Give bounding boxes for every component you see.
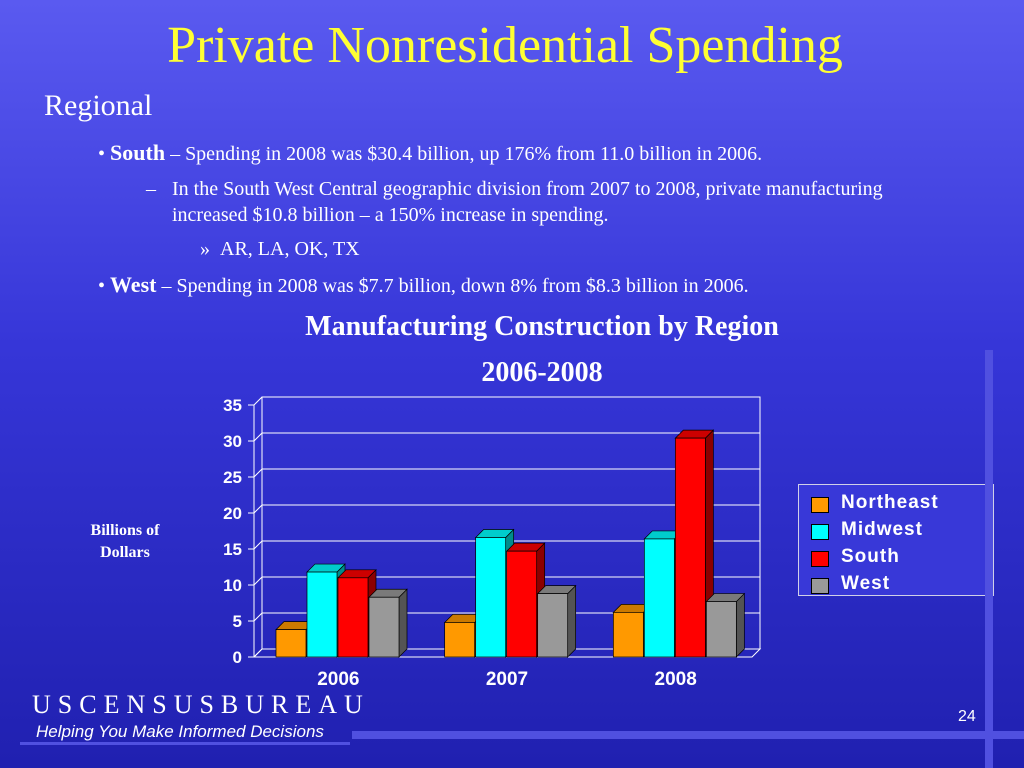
legend-swatch-west [811,578,829,594]
bullet-dot: • [98,143,111,165]
bar-west-2006-side [398,588,408,658]
legend-swatch-midwest [811,524,829,540]
x-tick-label: 2008 [655,669,697,690]
y-tick-label: 15 [223,540,242,559]
gridline-side [253,396,263,406]
bar-northeast-2007 [444,622,476,658]
bar-west-2006 [368,596,400,658]
section-label: Regional [44,89,153,122]
page-number: 24 [958,708,976,725]
y-tick-label: 10 [223,576,242,595]
bar-west-2007-side [567,584,577,658]
y-tick-label: 25 [223,468,242,487]
chart-legend: Northeast Midwest South West [798,484,994,596]
bar-south-2008 [674,437,706,658]
y-tick-label: 35 [223,396,242,415]
raquo-marker: » [200,238,220,260]
sub-bullet-division: – In the South West Central geographic d… [146,176,926,228]
chart-title: Manufacturing Construction by Region [305,311,779,342]
bullet-west: • West – Spending in 2008 was $7.7 billi… [98,272,998,299]
bullet-south-text: – Spending in 2008 was $30.4 billion, up… [165,143,763,165]
legend-swatch-northeast [811,497,829,513]
bar-midwest-2008 [643,538,675,658]
legend-label-south: South [841,546,900,567]
gridline-side [253,612,263,622]
sub-bullet-division-text: In the South West Central geographic div… [172,178,883,226]
states-text: AR, LA, OK, TX [220,238,360,260]
bullet-south-label: South [110,140,166,165]
bar-midwest-2007 [475,537,507,658]
dash-marker: – [146,178,156,200]
bar-west-2008 [705,601,737,658]
footer-underline [20,742,350,745]
sub-sub-bullet-states: » AR, LA, OK, TX [200,236,360,262]
y-tick-label: 5 [233,612,242,631]
y-tick-label: 20 [223,504,242,523]
bullet-south: • South – Spending in 2008 was $30.4 bil… [98,140,998,167]
chart-y-axis-label: Billions of Dollars [90,522,160,561]
x-tick-label: 2007 [486,669,528,690]
gridline-side [253,432,263,442]
slide-title: Private Nonresidential Spending [167,17,843,74]
y-tick-label: 30 [223,432,242,451]
bar-northeast-2006 [275,629,307,658]
bullet-dot: • [98,275,111,297]
gridline-side [253,576,263,586]
x-tick-label: 2006 [317,669,359,690]
footer-tagline: Helping You Make Informed Decisions [36,722,324,741]
legend-label-midwest: Midwest [841,519,923,540]
legend-label-northeast: Northeast [841,492,939,513]
legend-swatch-south [811,551,829,567]
bar-west-2008-side [735,592,745,658]
bar-south-2007 [506,550,538,658]
bullet-west-label: West [110,272,157,297]
footer-divider [352,731,1024,739]
census-bureau-logo: USCENSUSBUREAU [32,690,370,719]
gridline-side [253,468,263,478]
bullet-west-text: – Spending in 2008 was $7.7 billion, dow… [156,275,749,297]
gridline-side [253,648,263,658]
bar-northeast-2008 [612,612,644,658]
chart-subtitle: 2006-2008 [481,357,603,388]
bar-south-2006 [337,577,369,658]
bar-west-2007 [537,593,569,658]
gridline-side [253,504,263,514]
legend-label-west: West [841,573,891,594]
decorative-vertical-bar [985,350,993,768]
gridline-side [253,540,263,550]
y-tick-label: 0 [233,648,242,667]
bar-midwest-2006 [306,571,338,658]
